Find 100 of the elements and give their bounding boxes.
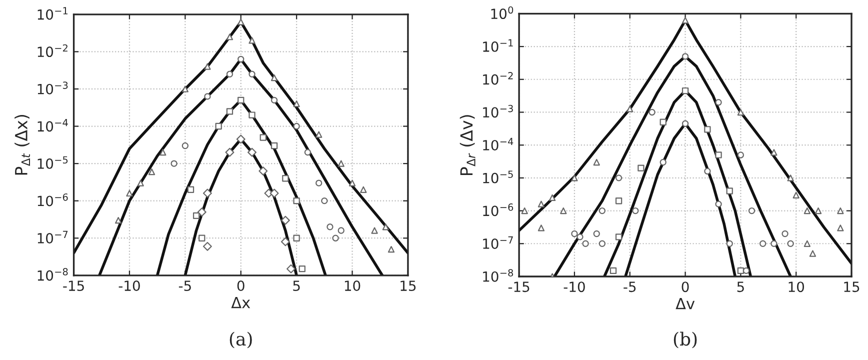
x-tick-label: -5 <box>624 282 636 292</box>
point <box>715 99 722 106</box>
x-axis-title: Δv <box>676 298 695 310</box>
x-tick-label: 10 <box>788 282 804 292</box>
point <box>238 96 244 104</box>
point <box>837 207 844 214</box>
point <box>270 96 278 104</box>
y-axis-title: P$_{Δr}$ (Δv) <box>460 115 476 176</box>
point <box>270 74 278 82</box>
point <box>316 180 322 186</box>
point <box>204 93 211 100</box>
point <box>615 198 622 204</box>
point <box>582 240 589 247</box>
point <box>170 160 178 167</box>
point <box>682 120 689 127</box>
point <box>726 188 733 194</box>
point <box>737 108 744 116</box>
x-tick-label: 0 <box>237 280 244 292</box>
point <box>148 168 156 176</box>
x-tick-label: 15 <box>844 282 860 292</box>
point <box>388 246 395 253</box>
point <box>226 34 234 40</box>
point <box>225 148 234 157</box>
point <box>304 148 312 156</box>
point <box>638 164 644 172</box>
point <box>226 70 234 78</box>
point <box>626 106 634 112</box>
point <box>160 148 166 156</box>
point <box>737 152 744 158</box>
point <box>593 158 600 166</box>
point <box>293 197 300 204</box>
y-tick-label: 10$^{−7}$ <box>483 236 513 250</box>
point <box>787 174 794 182</box>
point <box>660 158 666 166</box>
point <box>715 152 722 158</box>
point <box>198 234 206 242</box>
point <box>293 122 300 130</box>
point <box>576 234 584 240</box>
point <box>215 122 222 130</box>
point <box>715 200 722 208</box>
point <box>197 208 206 217</box>
point <box>598 240 606 247</box>
x-axis-title: Δx <box>231 296 250 308</box>
y-tick-label: 10$^{−3}$ <box>38 82 68 94</box>
point <box>704 168 711 175</box>
point <box>298 266 306 272</box>
point <box>248 37 256 44</box>
point <box>770 149 778 156</box>
point <box>382 224 390 230</box>
text: (a) <box>230 332 252 348</box>
point <box>770 240 778 247</box>
point <box>286 264 296 274</box>
point <box>282 175 289 182</box>
point <box>238 18 244 26</box>
point <box>137 180 144 186</box>
point <box>809 250 816 257</box>
y-tick-label: 10$^{−8}$ <box>38 268 68 281</box>
point <box>571 174 578 182</box>
x-tick-label: -5 <box>178 280 191 292</box>
y-tick-label: 10$^{−5}$ <box>483 170 513 184</box>
point <box>238 56 244 62</box>
y-tick-label: 10$^{−4}$ <box>483 138 514 150</box>
point <box>260 134 266 141</box>
point <box>782 230 788 238</box>
y-axis-title: P$_{Δt}$ (Δx) <box>14 114 30 175</box>
point <box>704 126 711 133</box>
point <box>182 142 189 150</box>
point <box>726 240 733 247</box>
point <box>593 230 600 238</box>
point <box>682 16 689 24</box>
point <box>814 207 822 214</box>
point <box>248 112 256 118</box>
point <box>571 230 578 238</box>
y-tick-label: 10$^{−3}$ <box>483 104 513 118</box>
point <box>610 267 617 274</box>
point <box>270 188 279 198</box>
point <box>804 240 811 247</box>
y-tick-label: 10$^{−5}$ <box>38 156 68 169</box>
point <box>202 242 212 251</box>
point <box>632 207 639 214</box>
point <box>760 240 766 247</box>
point <box>804 207 811 214</box>
point <box>248 70 256 78</box>
point <box>648 108 656 116</box>
point <box>660 118 666 126</box>
point <box>258 166 268 176</box>
point <box>187 186 194 193</box>
point <box>182 86 189 92</box>
point <box>748 207 756 214</box>
point <box>316 131 322 138</box>
y-tick-label: 10$^{−1}$ <box>38 7 68 20</box>
point <box>521 207 528 214</box>
point <box>615 174 622 182</box>
point <box>837 224 844 232</box>
y-tick-label: 10$^{−2}$ <box>483 72 513 85</box>
text: (b) <box>674 332 697 348</box>
y-tick-label: 10$^{−2}$ <box>38 44 68 58</box>
point <box>280 237 290 246</box>
x-tick-label: 0 <box>682 282 689 292</box>
y-tick-label: 10$^{−6}$ <box>483 203 514 216</box>
